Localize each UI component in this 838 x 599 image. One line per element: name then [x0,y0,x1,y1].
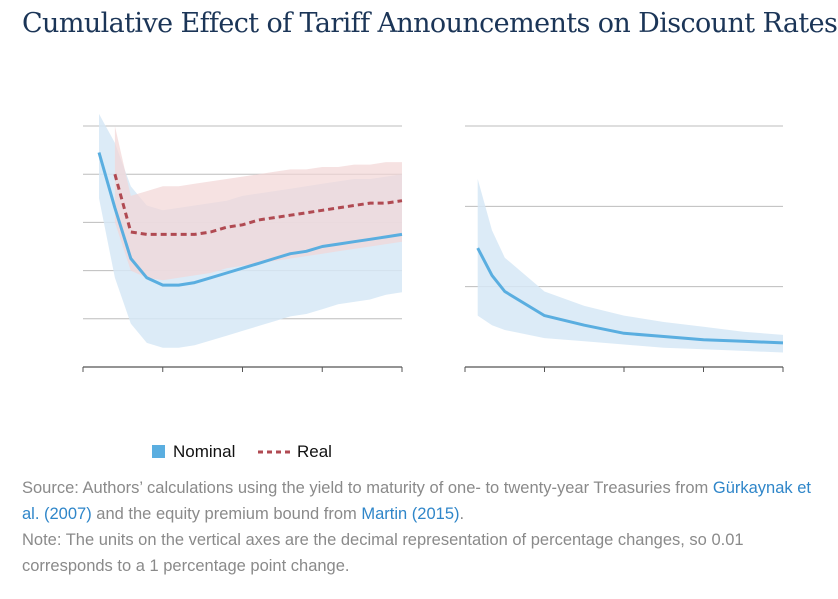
chart-title: Cumulative Effect of Tariff Announcement… [22,8,838,39]
treasury-yields-panel [82,113,403,372]
legend: Nominal Real [152,442,332,461]
real-confidence-band [114,126,403,281]
martin-link[interactable]: Martin (2015) [361,505,460,523]
charts-figure: Nominal Real [82,113,784,461]
units-note: Note: The units on the vertical axes are… [22,531,744,575]
legend-nominal-label: Nominal [173,442,235,461]
source-text-middle: and the equity premium bound from [91,505,362,523]
source-text: Source: Authors’ calculations using the … [22,479,713,497]
legend-nominal-swatch [152,445,165,458]
nominal-series-line [97,152,403,287]
equity-premium-panel [464,125,784,372]
real-series-line [113,173,403,236]
footnotes: Source: Authors’ calculations using the … [22,475,822,579]
nominal-series-line [476,247,784,345]
source-text-end: . [459,505,465,523]
source-note: Source: Authors’ calculations using the … [22,475,822,527]
gurkaynak-link[interactable]: Gürkaynak et al. (2007) [22,479,812,523]
nominal-confidence-band [477,179,783,353]
legend-real-label: Real [297,442,332,461]
